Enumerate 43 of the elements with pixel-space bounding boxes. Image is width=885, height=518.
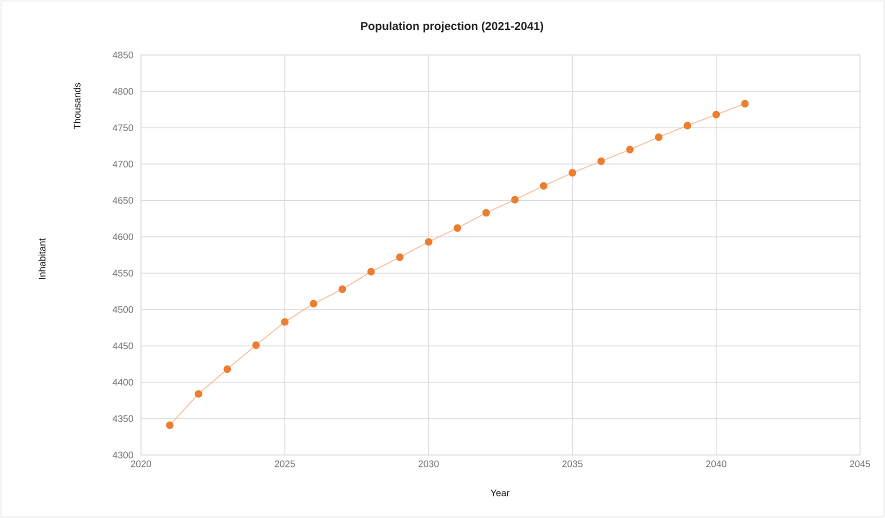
point xyxy=(224,365,232,373)
point xyxy=(597,157,605,165)
y-tick-label: 4850 xyxy=(112,52,134,58)
y-tick-label: 4600 xyxy=(112,233,134,240)
y-tick-label: 4400 xyxy=(112,378,134,386)
y-tick-label: 4350 xyxy=(112,415,134,422)
point xyxy=(540,182,548,190)
point xyxy=(568,169,576,177)
point xyxy=(281,318,289,326)
point xyxy=(482,209,490,217)
x-axis-title: Year xyxy=(490,490,510,496)
x-tick-label: 2025 xyxy=(274,460,295,468)
point xyxy=(252,341,260,349)
point xyxy=(166,421,174,429)
point xyxy=(741,100,749,108)
point xyxy=(194,390,202,398)
y-tick-label: 4650 xyxy=(112,197,134,204)
y-tick-label: 4500 xyxy=(112,306,134,313)
x-tick-label: 2020 xyxy=(130,460,152,468)
point xyxy=(424,238,432,246)
point xyxy=(684,122,692,130)
point xyxy=(626,146,634,154)
x-tick-label: 2030 xyxy=(418,460,439,468)
y-tick-label: 4700 xyxy=(112,160,134,168)
point xyxy=(454,224,462,232)
x-tick-label: 2045 xyxy=(850,460,870,468)
point xyxy=(338,285,346,293)
point xyxy=(310,300,318,308)
y-tick-label: 4750 xyxy=(112,124,134,132)
point xyxy=(367,268,375,276)
x-tick-label: 2040 xyxy=(706,460,726,468)
text: Inhabitant xyxy=(38,238,46,279)
y-axis-title: Thousands xyxy=(74,82,80,130)
y-tick-label: 4550 xyxy=(112,270,134,277)
point xyxy=(511,196,519,204)
y-tick-label: 4800 xyxy=(112,88,134,95)
y-tick-label: 4300 xyxy=(112,452,134,458)
point xyxy=(654,133,662,141)
point xyxy=(396,253,404,261)
y-tick-label: 4450 xyxy=(112,342,134,350)
x-tick-label: 2035 xyxy=(562,460,583,468)
chart-title: Population projection (2021-2041) xyxy=(361,22,544,32)
point xyxy=(712,110,720,118)
